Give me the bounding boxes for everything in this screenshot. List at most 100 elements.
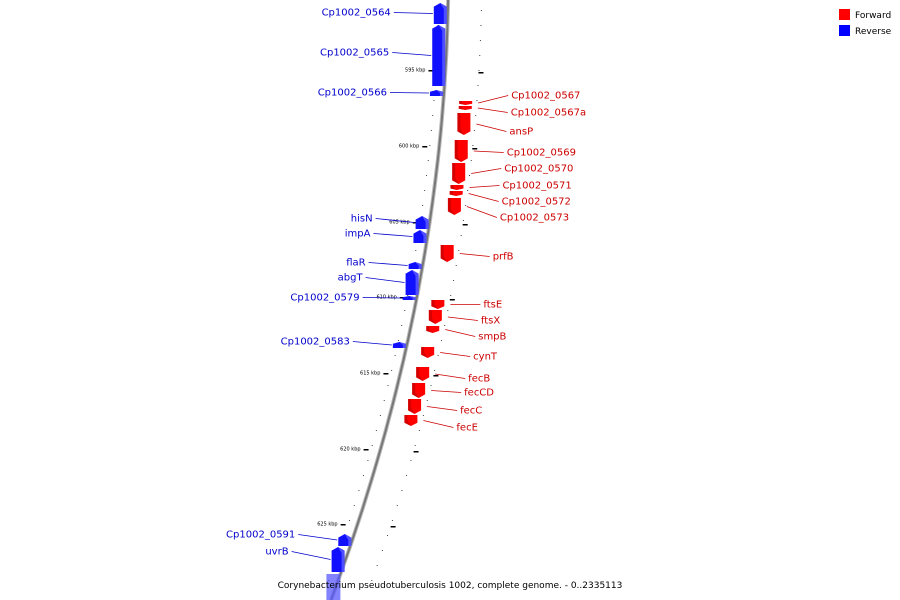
reverse-gene-shade xyxy=(440,3,447,24)
tick-mark xyxy=(467,190,469,191)
reverse-gene-shade xyxy=(436,90,443,96)
forward-gene-label: fecC xyxy=(460,406,482,417)
tick-mark xyxy=(460,235,462,236)
forward-gene-leader xyxy=(431,390,462,393)
tick-mark xyxy=(414,445,416,446)
forward-gene-leader xyxy=(478,95,509,104)
forward-gene-label: Cp1002_0569 xyxy=(507,148,576,159)
reverse-gene-shade xyxy=(415,262,422,269)
forward-gene-leader xyxy=(427,406,458,411)
kbp-dash xyxy=(428,70,434,72)
reverse-gene-label: flaR xyxy=(346,258,365,269)
tick-mark xyxy=(397,340,399,341)
forward-gene-leader xyxy=(469,185,500,188)
forward-gene-label: ansP xyxy=(509,127,533,138)
tick-mark xyxy=(424,190,426,191)
kbp-label: 600 kbp xyxy=(399,144,419,150)
reverse-gene-label: impA xyxy=(345,229,371,240)
gene-layer xyxy=(326,3,473,600)
tick-mark xyxy=(430,130,432,131)
reverse-gene-leader xyxy=(291,551,331,560)
forward-gene-leader xyxy=(476,123,507,132)
forward-gene-label: Cp1002_0567a xyxy=(511,108,586,119)
tick-mark xyxy=(480,25,482,26)
tick-mark xyxy=(434,370,436,371)
forward-gene-label: ftsE xyxy=(483,300,502,311)
tick-mark xyxy=(396,505,398,506)
kbp-dash xyxy=(472,148,478,150)
forward-gene-shade xyxy=(447,198,455,215)
reverse-gene-label: Cp1002_0564 xyxy=(322,8,391,19)
forward-gene-label: fecB xyxy=(468,374,490,385)
tick-mark xyxy=(379,415,381,416)
tick-mark xyxy=(444,325,446,326)
tick-mark xyxy=(440,340,442,341)
reverse-gene-label: Cp1002_0566 xyxy=(318,88,387,99)
kbp-dash xyxy=(412,222,418,224)
tick-mark xyxy=(410,460,412,461)
forward-gene-shade xyxy=(408,399,415,414)
tick-mark xyxy=(478,70,480,71)
reverse-gene-leader xyxy=(368,262,408,266)
reverse-gene-label: hisN xyxy=(351,214,373,225)
tick-mark xyxy=(418,430,420,431)
tick-mark xyxy=(371,445,373,446)
forward-gene-label: Cp1002_0572 xyxy=(502,197,571,208)
forward-gene-shade xyxy=(454,140,462,162)
forward-gene-label: Cp1002_0573 xyxy=(500,213,569,224)
forward-gene-label: fecE xyxy=(456,423,478,434)
tick-mark xyxy=(383,400,385,401)
kbp-label: 620 kbp xyxy=(340,447,360,453)
tick-mark xyxy=(371,580,373,581)
forward-gene-shade xyxy=(458,106,466,110)
reverse-gene-arrow xyxy=(405,270,419,295)
kbp-label: 605 kbp xyxy=(389,220,409,226)
tick-mark xyxy=(453,280,455,281)
reverse-gene-label: Cp1002_0565 xyxy=(320,48,389,59)
reverse-gene-leader xyxy=(389,92,429,94)
forward-gene-leader xyxy=(423,420,454,428)
tick-mark xyxy=(430,385,432,386)
label-layer: Cp1002_0564 Cp1002_0565 Cp1002_0566 hisN imp… xyxy=(226,8,586,560)
tick-mark xyxy=(391,520,393,521)
forward-gene-shade xyxy=(431,300,438,309)
tick-mark xyxy=(415,250,417,251)
forward-gene-leader xyxy=(445,329,476,337)
tick-mark xyxy=(455,265,457,266)
forward-gene-shade xyxy=(440,245,448,262)
reverse-gene-arrow xyxy=(432,25,446,86)
tick-mark xyxy=(462,220,464,221)
kbp-dash xyxy=(462,224,468,226)
forward-gene-shade xyxy=(450,185,457,190)
reverse-gene-shade xyxy=(419,230,427,243)
reverse-gene-shade xyxy=(412,270,419,295)
legend-reverse-label: Reverse xyxy=(855,27,892,37)
reverse-gene-shade xyxy=(409,296,416,300)
reverse-gene-leader xyxy=(362,297,402,299)
forward-gene-label: prfB xyxy=(493,252,514,263)
tick-mark xyxy=(353,505,355,506)
reverse-gene-leader xyxy=(365,277,405,283)
tick-mark xyxy=(375,430,377,431)
kbp-dash xyxy=(363,449,369,451)
tick-mark xyxy=(470,160,472,161)
tick-mark xyxy=(386,535,388,536)
tick-mark xyxy=(394,355,396,356)
kbp-dash xyxy=(340,524,346,526)
tick-mark xyxy=(401,325,403,326)
forward-gene-leader xyxy=(473,150,504,153)
reverse-gene-leader xyxy=(375,218,415,223)
reverse-gene-shade xyxy=(344,534,352,546)
tick-mark xyxy=(427,160,429,161)
tick-mark xyxy=(476,100,478,101)
tick-mark xyxy=(376,565,378,566)
forward-gene-leader xyxy=(447,316,478,321)
tick-mark xyxy=(479,40,481,41)
forward-gene-shade xyxy=(457,113,464,135)
tick-mark xyxy=(469,175,471,176)
tick-mark xyxy=(472,145,474,146)
reverse-gene-label: Cp1002_0579 xyxy=(290,293,359,304)
forward-gene-leader xyxy=(466,206,498,218)
tick-mark xyxy=(367,460,369,461)
